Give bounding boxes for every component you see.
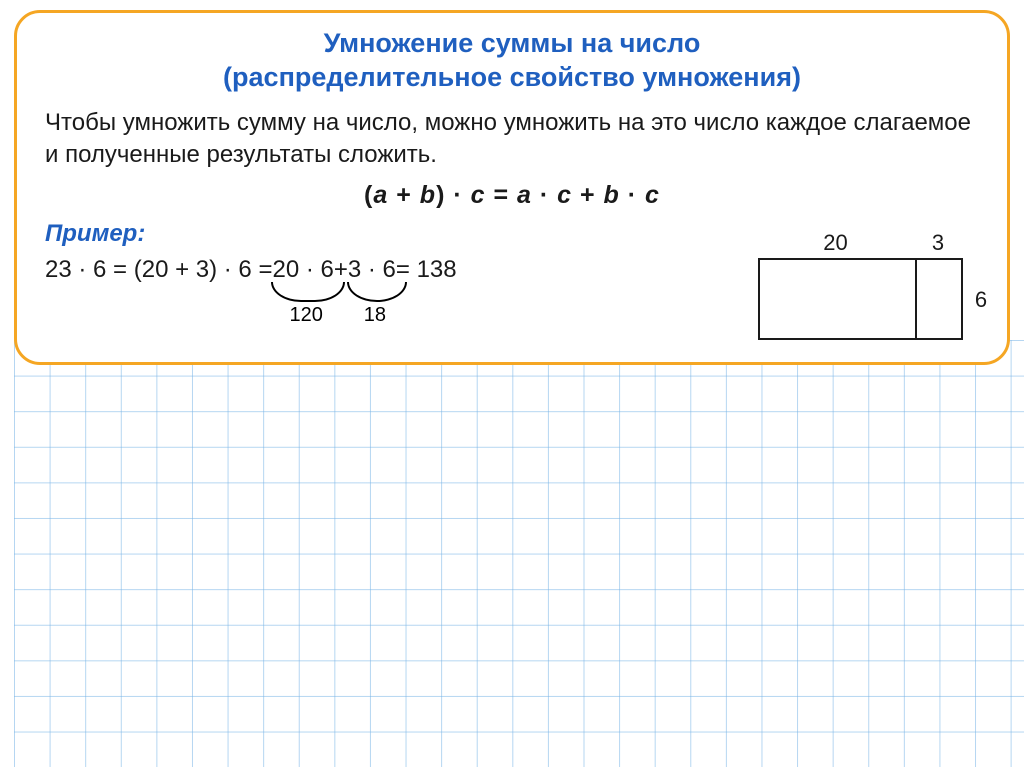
title-line-1: Умножение суммы на число xyxy=(324,28,701,58)
example-part-1: 20 · 6 xyxy=(272,256,333,284)
formula-rparen-dot: ) · xyxy=(436,181,471,209)
rect-label-top-left: 20 xyxy=(758,230,913,256)
title-line-2: (распределительное свойство умножения) xyxy=(223,62,801,92)
formula-eq: = xyxy=(486,181,518,209)
example-plus: + xyxy=(334,256,348,284)
formula-plus2: + xyxy=(572,181,604,209)
arc-1 xyxy=(271,282,344,302)
formula-b2: b xyxy=(604,181,620,209)
rect-label-side: 6 xyxy=(971,287,991,313)
rect-divider xyxy=(915,260,917,338)
arc-2 xyxy=(347,282,407,302)
formula-c1: c xyxy=(471,181,486,209)
area-model-diagram: 20 3 6 xyxy=(758,230,995,344)
formula-c2: c xyxy=(557,181,572,209)
formula-a: a xyxy=(373,181,388,209)
rule-card: Умножение суммы на число (распределитель… xyxy=(14,10,1010,365)
formula-plus: + xyxy=(388,181,420,209)
rect-outer xyxy=(758,258,963,340)
arc-1-value: 120 xyxy=(265,304,346,327)
formula-a2: a xyxy=(517,181,532,209)
formula-dot2: · xyxy=(620,181,645,209)
example-part-2: 3 · 6 xyxy=(348,256,396,284)
formula-lparen: ( xyxy=(364,181,373,209)
example-lead: 23 · 6 = (20 + 3) · 6 = xyxy=(45,256,272,284)
example-tail: = 138 xyxy=(396,256,457,284)
rect-label-top-right: 3 xyxy=(913,230,963,256)
formula-b: b xyxy=(420,181,436,209)
formula-dot1: · xyxy=(532,181,557,209)
graph-paper-grid xyxy=(14,340,1024,767)
rule-body-text: Чтобы умножить сумму на число, можно умн… xyxy=(45,107,979,172)
arc-2-value: 18 xyxy=(341,304,409,327)
card-title: Умножение суммы на число (распределитель… xyxy=(45,27,979,95)
page: Умножение суммы на число (распределитель… xyxy=(0,0,1024,767)
formula: (a + b) · c = a · c + b · c xyxy=(45,181,979,210)
formula-c3: c xyxy=(645,181,660,209)
